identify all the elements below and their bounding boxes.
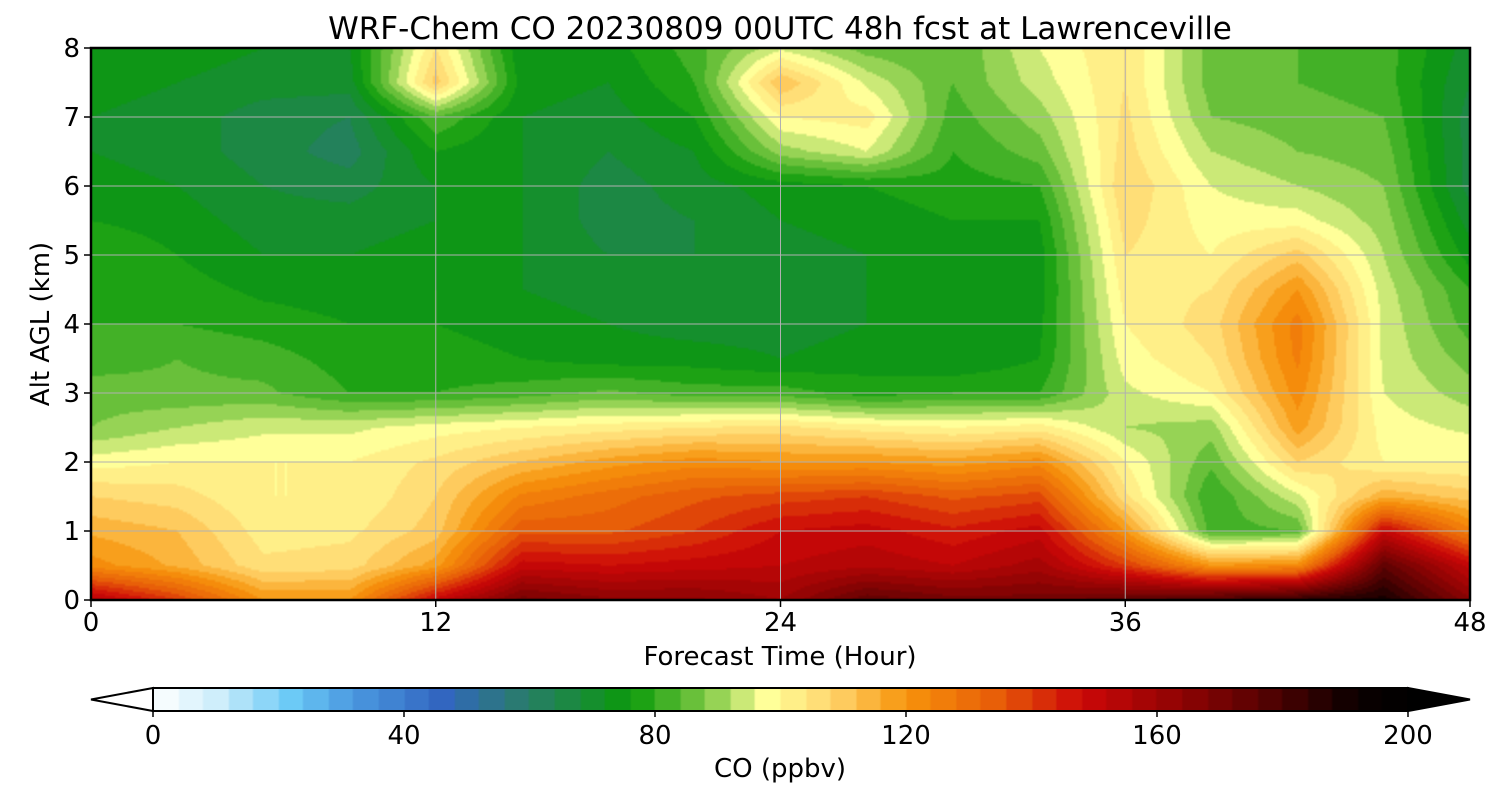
x-axis-label: Forecast Time (Hour) bbox=[643, 642, 916, 672]
y-tick-label: 7 bbox=[63, 103, 80, 133]
colorbar-label: CO (ppbv) bbox=[714, 754, 846, 784]
x-tick-label: 36 bbox=[1109, 608, 1142, 638]
y-tick-label: 3 bbox=[63, 379, 80, 409]
x-tick-label: 12 bbox=[419, 608, 452, 638]
x-tick-label: 24 bbox=[764, 608, 797, 638]
colorbar-extend-max bbox=[1407, 686, 1471, 713]
y-tick-label: 5 bbox=[63, 241, 80, 271]
y-tick-label: 2 bbox=[63, 448, 80, 478]
y-tick-label: 4 bbox=[63, 310, 80, 340]
colorbar-gradient bbox=[153, 688, 1408, 711]
x-tick-label: 48 bbox=[1453, 608, 1486, 638]
y-tick-label: 8 bbox=[63, 34, 80, 64]
colorbar-tick-label: 80 bbox=[638, 721, 671, 751]
y-tick-label: 6 bbox=[63, 172, 80, 202]
colorbar-extend-min bbox=[90, 686, 154, 713]
colorbar-tick-label: 160 bbox=[1132, 721, 1182, 751]
colorbar-tick-label: 200 bbox=[1383, 721, 1433, 751]
colorbar-tick-label: 120 bbox=[881, 721, 931, 751]
chart-title: WRF-Chem CO 20230809 00UTC 48h fcst at L… bbox=[328, 11, 1232, 47]
colorbar-tick-label: 40 bbox=[387, 721, 420, 751]
x-axis-ticks: 0 12 24 36 48 bbox=[83, 600, 1487, 638]
x-tick-label: 0 bbox=[83, 608, 100, 638]
colorbar-tick-label: 0 bbox=[145, 721, 162, 751]
y-tick-label: 0 bbox=[63, 586, 80, 616]
y-tick-label: 1 bbox=[63, 517, 80, 547]
grid-lines bbox=[91, 48, 1470, 600]
colorbar-frame bbox=[152, 687, 1409, 712]
y-axis-ticks: 0 1 2 3 4 5 6 7 8 bbox=[63, 34, 91, 616]
colorbar-ticks: 0 40 80 120 160 200 bbox=[145, 711, 1433, 751]
colorbar: 0 40 80 120 160 200 CO (ppbv) bbox=[90, 686, 1471, 784]
y-axis-label: Alt AGL (km) bbox=[26, 242, 56, 406]
